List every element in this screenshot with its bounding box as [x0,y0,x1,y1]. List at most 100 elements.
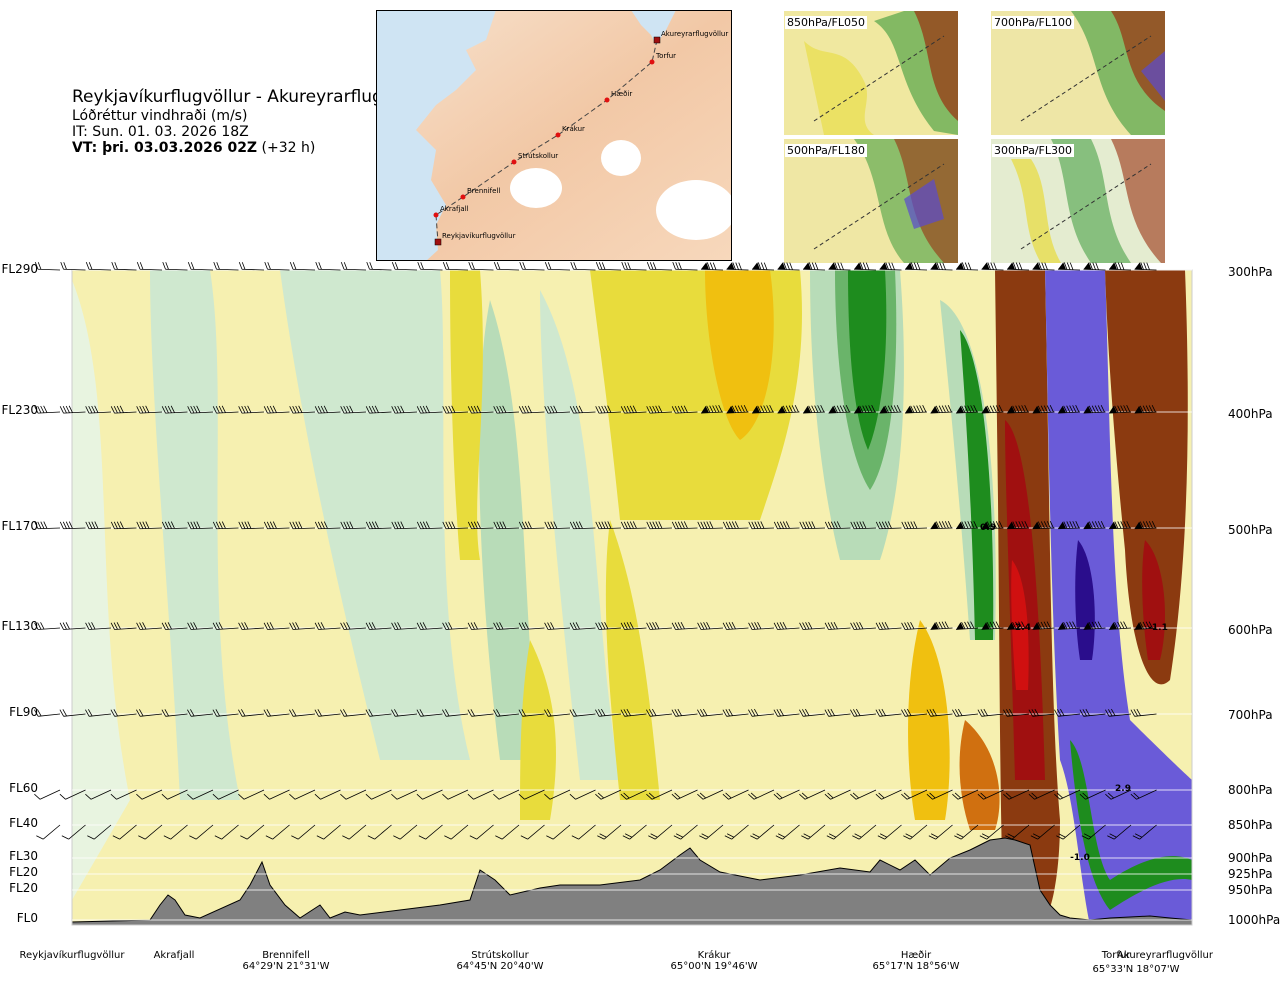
waypoint-marker [604,97,610,103]
wind-barb [726,262,749,271]
wind-barb [879,262,902,271]
wind-barb [291,824,316,840]
hpa-label: 700hPa [1228,708,1273,722]
field-band [1045,270,1192,925]
wind-barb [289,261,316,271]
inset-band [1111,139,1165,263]
inset-850 [784,11,958,135]
wind-barb [621,261,647,271]
wind-barb [161,521,188,530]
wind-barb [597,824,622,840]
wind-barb [954,824,979,840]
wind-barb [138,824,163,840]
wind-barb [799,521,826,530]
wind-barb [671,621,698,630]
wind-barb [671,708,698,717]
valid-time-offset: (+32 h) [257,139,316,156]
wind-barb [722,621,749,630]
wind-barb [393,824,418,840]
location-coord: 65°00'N 19°46'W [670,961,758,972]
wind-barb [442,709,469,717]
hpa-label: 1000hPa [1228,913,1280,927]
wind-barb [671,789,698,800]
wind-barb [518,789,545,800]
wind-barb [595,789,622,800]
wind-barb [136,709,163,717]
wind-barb [955,262,979,271]
wind-barb [1105,708,1132,717]
wind-barb [1057,262,1081,271]
location-label: Torfur [1102,950,1131,961]
wind-barb [493,622,520,630]
wind-barb [518,521,545,530]
wind-barb [238,789,265,800]
location-name: Torfur [1101,950,1131,961]
location-label: Akrafjall [154,950,195,961]
location-coord: 65°33'N 18°07'W [1092,964,1180,975]
pressure-level-lines [72,269,1192,921]
wind-barb [340,709,367,717]
wind-barb [595,261,622,271]
wind-barb [672,261,698,271]
route-map: Akureyrarflugvöllur Torfur Hæðir Krákur Strú… [376,10,732,261]
fl-label: FL90 [9,705,38,719]
wind-barb [493,789,520,800]
wind-barb [646,521,673,530]
wind-barb [340,789,367,800]
location-name: Krákur [697,950,731,961]
wind-barb [238,709,265,717]
wind-barb [289,709,316,717]
wind-barb [264,261,290,271]
wind-barb [852,824,877,840]
wind-barb [930,405,953,414]
value-annotation: 0.9 [980,523,996,533]
wind-barb [1134,405,1157,414]
wind-barb [1081,824,1106,840]
wind-barb [722,708,749,717]
wind-barb [289,789,316,800]
inset-route [1020,35,1152,122]
location-name: Reykjavíkurflugvöllur [19,950,125,961]
map-glacier [510,168,562,208]
wind-barb [546,824,571,840]
wind-barb [1006,520,1030,530]
waypoint-label: Akrafjall [440,205,469,213]
wind-barb [493,521,520,530]
wind-barb [1134,621,1157,630]
wind-barb [85,405,112,414]
wind-barb [544,622,571,630]
wind-barb [646,261,673,271]
wind-barb [365,622,392,630]
wind-barb [212,405,239,414]
wind-barb [595,405,622,414]
wind-barb [799,708,826,717]
location-coord: 65°17'N 18°56'W [872,961,960,972]
inset-300 [991,139,1165,263]
wind-barb [773,789,800,800]
wind-barb [646,621,673,630]
field-band [479,300,540,760]
wind-barb [1108,262,1132,271]
wind-barb [1130,708,1157,717]
value-annotation: 2.9 [1115,784,1131,794]
wind-barb [905,405,928,414]
wind-barb [110,622,137,630]
inset-band [1141,51,1165,101]
wind-barb [315,261,341,271]
wind-barb [620,708,647,717]
wind-barb [904,262,928,271]
wind-barb [595,708,622,717]
wind-barb [569,709,596,717]
wind-barb [518,405,545,414]
field-band [150,270,240,800]
wind-barb [1054,708,1081,717]
wind-barb [777,262,800,271]
wind-barb [1057,520,1081,530]
wind-barb [187,261,214,271]
wind-barb [417,261,443,271]
wind-barb [85,789,112,800]
wind-barb [1030,824,1055,840]
wind-barb [875,621,902,630]
wind-barb [1083,621,1106,630]
title-block: Reykjavíkurflugvöllur - Akureyrarflugvöl… [72,87,431,156]
